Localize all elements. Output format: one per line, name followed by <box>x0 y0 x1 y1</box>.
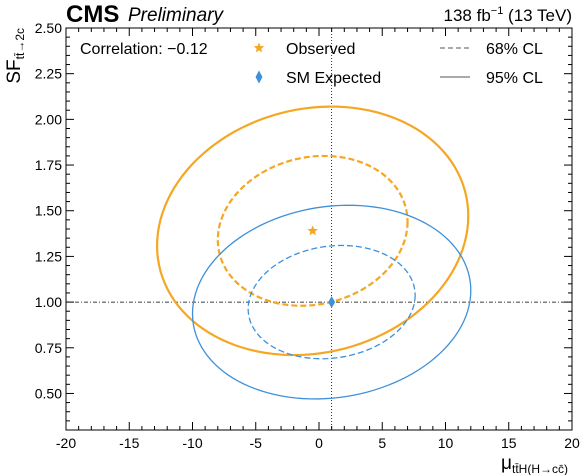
y-tick-label: 1.25 <box>35 248 62 264</box>
expected-95-contour <box>191 204 472 400</box>
legend-observed-label: Observed <box>286 41 355 58</box>
x-axis-title-main: μ <box>501 453 512 474</box>
y-tick-label: 1.75 <box>35 157 62 173</box>
x-tick-label: 5 <box>378 435 386 451</box>
y-tick-label: 1.00 <box>35 294 62 310</box>
y-axis-ticks: 0.50 0.75 1.00 1.25 1.50 1.75 2.00 2.25 2.50 <box>35 20 572 422</box>
x-tick-label: -20 <box>56 435 76 451</box>
legend: Observed SM Expected 68% CL 95% CL <box>253 41 543 87</box>
x-tick-label: -5 <box>250 435 263 451</box>
x-axis-title: μtt̄H(H→cc̄) <box>501 453 568 475</box>
luminosity-exponent: −1 <box>491 5 504 17</box>
x-axis-ticks: -20 -15 -10 -5 0 5 10 15 20 <box>56 28 580 451</box>
experiment-label: CMS <box>66 1 119 28</box>
luminosity-energy: (13 TeV) <box>503 6 572 25</box>
y-axis-title: SFtt̄→2c <box>4 28 27 84</box>
observed-68-contour <box>216 154 409 307</box>
legend-sm-expected-marker <box>255 70 263 84</box>
x-tick-label: -15 <box>119 435 139 451</box>
observed-best-fit-star <box>307 225 318 236</box>
observed-95-contour <box>155 105 470 357</box>
legend-star-icon <box>253 42 265 53</box>
x-tick-label: -10 <box>182 435 202 451</box>
legend-observed-marker <box>253 42 265 53</box>
y-tick-label: 0.50 <box>35 385 62 401</box>
legend-sm-expected-label: SM Expected <box>286 70 381 87</box>
x-axis-title-sub: tt̄H(H→cc̄) <box>512 462 568 475</box>
y-tick-label: 0.75 <box>35 340 62 356</box>
reference-lines <box>66 28 572 430</box>
expected-68-contour <box>247 244 416 360</box>
legend-68cl-label: 68% CL <box>486 41 543 58</box>
luminosity-value: 138 fb <box>444 6 491 25</box>
x-tick-label: 15 <box>501 435 517 451</box>
y-tick-label: 2.00 <box>35 111 62 127</box>
x-tick-label: 0 <box>315 435 323 451</box>
status-label: Preliminary <box>128 5 225 26</box>
cl-contours <box>155 105 472 400</box>
best-fit-points <box>307 225 336 309</box>
sm-expected-diamond <box>328 296 336 309</box>
x-tick-label: 20 <box>564 435 580 451</box>
x-tick-label: 10 <box>438 435 454 451</box>
correlation-annotation: Correlation: −0.12 <box>80 41 208 58</box>
luminosity-label: 138 fb−1 (13 TeV) <box>444 5 572 25</box>
y-tick-label: 2.25 <box>35 66 62 82</box>
legend-95cl-label: 95% CL <box>486 70 543 87</box>
y-tick-label: 2.50 <box>35 20 62 36</box>
y-axis-title-main: SF <box>4 59 25 83</box>
y-tick-label: 1.50 <box>35 203 62 219</box>
legend-diamond-icon <box>255 70 263 84</box>
plot-frame <box>65 27 573 431</box>
y-axis-title-sub: tt̄→2c <box>13 28 27 59</box>
